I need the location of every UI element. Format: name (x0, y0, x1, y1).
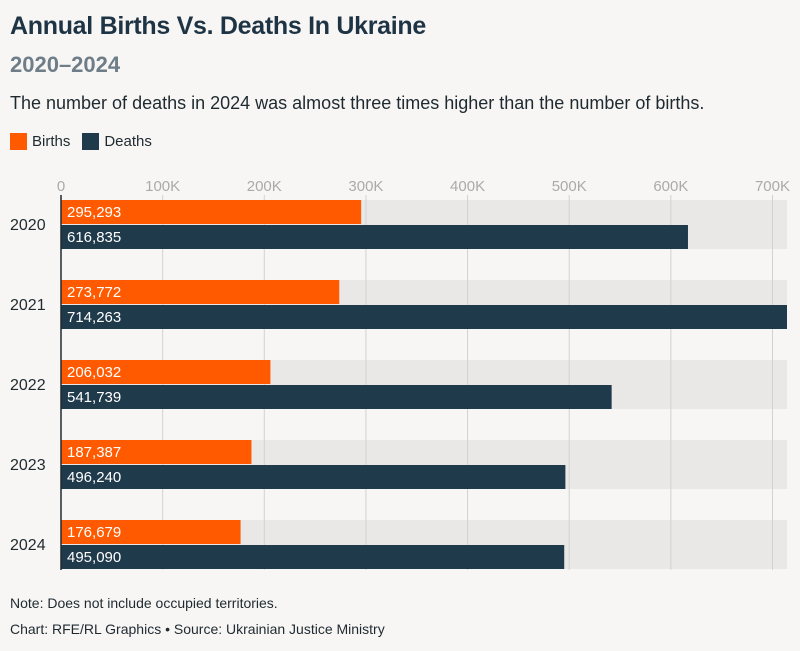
data-label-deaths: 496,240 (67, 469, 121, 486)
category-label: 2022 (10, 377, 46, 394)
footer-note: Note: Does not include occupied territor… (10, 595, 278, 611)
legend-swatch-deaths (82, 133, 100, 150)
bar-births (61, 360, 271, 384)
bar-deaths (61, 385, 612, 409)
data-label-births: 187,387 (67, 444, 121, 461)
bar-deaths (61, 225, 688, 249)
category-label: 2021 (10, 297, 46, 314)
data-label-deaths: 495,090 (67, 549, 121, 566)
x-tick-label: 0 (57, 178, 65, 195)
data-label-births: 206,032 (67, 364, 121, 381)
bar-births (61, 200, 362, 224)
legend-swatch-births (10, 133, 27, 150)
legend-label-births: Births (32, 133, 71, 150)
x-tick-label: 400K (450, 178, 485, 195)
footer-credit: Chart: RFE/RL Graphics • Source: Ukraini… (10, 621, 385, 637)
data-label-births: 295,293 (67, 204, 121, 221)
legend-label-deaths: Deaths (104, 133, 152, 150)
x-tick-label: 300K (348, 178, 383, 195)
x-tick-label: 200K (247, 178, 282, 195)
data-label-births: 176,679 (67, 524, 121, 541)
data-label-deaths: 714,263 (67, 309, 121, 326)
chart-title: Annual Births Vs. Deaths In Ukraine (10, 12, 426, 40)
bar-births (61, 440, 252, 464)
data-label-births: 273,772 (67, 284, 121, 301)
data-label-deaths: 541,739 (67, 389, 121, 406)
bar-deaths (61, 465, 566, 489)
x-tick-label: 700K (755, 178, 790, 195)
x-tick-label: 100K (145, 178, 180, 195)
category-label: 2024 (10, 537, 46, 554)
data-label-deaths: 616,835 (67, 229, 121, 246)
legend-item-births: Births (10, 133, 70, 150)
bar-births (61, 280, 340, 304)
bar-deaths (61, 545, 565, 569)
bar-chart: 0 100K 200K 300K 400K 500K 600K 700K 295,293 616,… (10, 178, 790, 570)
legend-item-deaths: Deaths (82, 133, 152, 150)
category-label: 2020 (10, 217, 46, 234)
bar-deaths (61, 305, 787, 329)
category-label: 2023 (10, 457, 46, 474)
legend: Births Deaths (10, 133, 164, 150)
chart-subtitle: 2020–2024 (10, 52, 121, 77)
chart-description: The number of deaths in 2024 was almost … (10, 93, 705, 113)
x-tick-label: 600K (653, 178, 688, 195)
x-tick-label: 500K (552, 178, 587, 195)
bar-births (61, 520, 241, 544)
